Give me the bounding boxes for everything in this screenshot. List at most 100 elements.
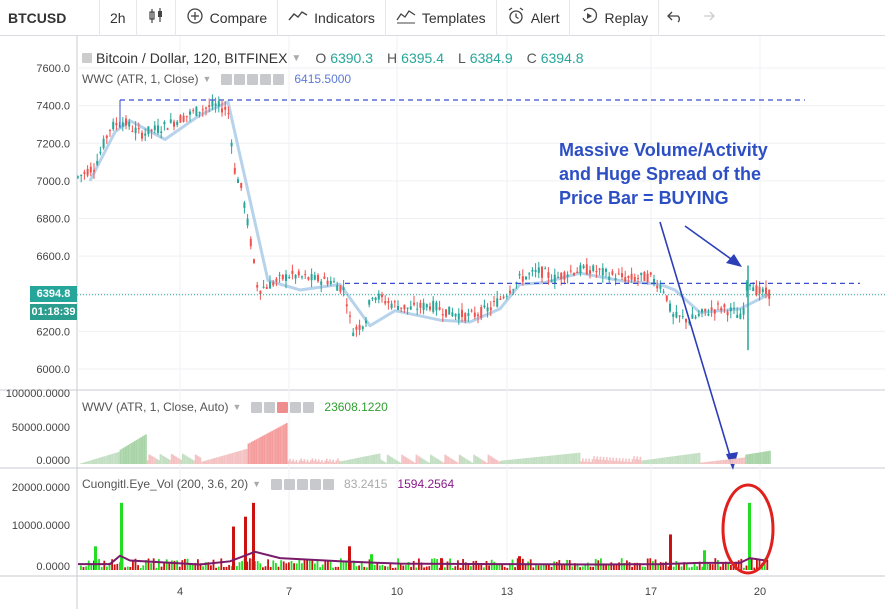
wwv-bar xyxy=(674,455,677,464)
wwv-bar xyxy=(430,454,432,464)
eye-vol-bar xyxy=(108,562,111,570)
wwv-bar xyxy=(663,457,666,464)
close-icon[interactable] xyxy=(310,478,322,490)
wwv-bar xyxy=(151,456,154,464)
eye-vol-bar xyxy=(342,561,345,570)
wwv-bar xyxy=(185,455,187,464)
wwv-bar xyxy=(183,454,186,464)
candle-body xyxy=(637,278,639,280)
eye-vol-bar xyxy=(701,566,704,570)
eye-vol-bar xyxy=(129,566,132,570)
wwv-bar xyxy=(678,455,680,464)
wwv-bar xyxy=(551,455,554,464)
eye-vol-bar xyxy=(737,560,740,570)
collapse-icon[interactable] xyxy=(82,53,92,63)
replay-button[interactable]: Replay xyxy=(570,0,660,36)
legend-buttons xyxy=(251,401,315,413)
wwv-bar xyxy=(289,458,291,464)
candle-body xyxy=(307,277,310,280)
wwv-bar xyxy=(388,455,390,464)
wwv-bar xyxy=(97,458,99,464)
candle-body xyxy=(752,287,755,292)
more-icon[interactable] xyxy=(303,401,315,413)
candle-body xyxy=(121,122,124,127)
templates-button[interactable]: Templates xyxy=(386,0,497,36)
source-icon[interactable] xyxy=(277,401,289,413)
eye-vol-bar xyxy=(272,560,275,570)
undo-button[interactable] xyxy=(659,0,691,36)
candle-body xyxy=(435,302,438,311)
wwv-bar xyxy=(452,459,454,464)
wwv-bar xyxy=(105,455,107,464)
wwv-bar xyxy=(588,458,590,464)
legend-buttons xyxy=(221,73,285,85)
low-label: L xyxy=(457,50,466,66)
candle-body xyxy=(342,287,345,290)
wwv-bar xyxy=(465,458,467,464)
close-icon[interactable] xyxy=(260,73,272,85)
candle-body xyxy=(710,307,713,311)
wwv-bar xyxy=(386,454,389,464)
wwv-tick-label: 50000.0000 xyxy=(12,422,70,434)
chart-canvas[interactable]: 7600.0 7400.0 7200.0 7000.0 6800.0 6600.0 6200… xyxy=(0,36,885,609)
candle-body xyxy=(701,309,703,313)
candle-body xyxy=(438,307,441,310)
chart-type-button[interactable] xyxy=(137,0,176,36)
eye-vol-bar xyxy=(321,564,324,570)
eye-icon[interactable] xyxy=(271,478,283,490)
chart-annotation: Massive Volume/Activity and Huge Spread … xyxy=(559,138,799,210)
candle-body xyxy=(224,106,227,110)
compare-button[interactable]: Compare xyxy=(176,0,279,36)
redo-button[interactable] xyxy=(691,0,723,36)
candle-body xyxy=(665,295,668,301)
wwv-bar xyxy=(318,459,320,464)
chevron-down-icon[interactable]: ▼ xyxy=(252,479,262,489)
more-icon[interactable] xyxy=(273,73,285,85)
settings-icon[interactable] xyxy=(264,401,276,413)
candle-body xyxy=(461,309,463,318)
more-icon[interactable] xyxy=(323,478,335,490)
indicators-label: Indicators xyxy=(314,9,375,26)
eye-icon[interactable] xyxy=(251,401,263,413)
candle-body xyxy=(169,119,172,123)
wwv-bar xyxy=(228,453,230,464)
eye-vol-bar xyxy=(472,561,475,570)
symbol-search[interactable]: BTCUSD xyxy=(0,0,100,36)
wwv-bar xyxy=(572,453,574,464)
eye-vol-bar xyxy=(574,563,576,570)
source-icon[interactable] xyxy=(247,73,259,85)
wwv-bar xyxy=(190,458,192,464)
wwv-bar xyxy=(353,458,355,464)
candle-body xyxy=(374,297,377,301)
candle-body xyxy=(598,268,601,270)
candle-body xyxy=(368,300,371,305)
eye-icon[interactable] xyxy=(221,73,233,85)
candle-body xyxy=(544,268,547,270)
candle-body xyxy=(630,273,633,280)
chevron-down-icon[interactable]: ▼ xyxy=(232,402,242,412)
candle-body xyxy=(157,125,159,133)
close-icon[interactable] xyxy=(290,401,302,413)
eye-vol-spike xyxy=(703,550,706,570)
chevron-down-icon[interactable]: ▼ xyxy=(291,52,302,64)
wwv-bar xyxy=(586,461,589,464)
eye-vol-bar xyxy=(301,563,303,570)
wwv-bar xyxy=(598,459,600,464)
wwv-bar xyxy=(471,462,474,464)
chevron-down-icon[interactable]: ▼ xyxy=(202,74,212,84)
open-value: 6390.3 xyxy=(330,50,374,66)
source-icon[interactable] xyxy=(297,478,309,490)
alert-button[interactable]: Alert xyxy=(497,0,571,36)
indicators-button[interactable]: Indicators xyxy=(278,0,386,36)
settings-icon[interactable] xyxy=(234,73,246,85)
candle-body xyxy=(217,101,220,107)
time-tick-label: 13 xyxy=(501,586,513,598)
wwv-bar xyxy=(698,452,701,464)
wwv-bar xyxy=(466,459,469,464)
interval-button[interactable]: 2h xyxy=(100,0,137,36)
wwv-bar xyxy=(134,441,136,464)
wwv-bar xyxy=(366,456,368,464)
wwv-bar xyxy=(423,459,426,464)
wwv-bar xyxy=(401,454,403,464)
settings-icon[interactable] xyxy=(284,478,296,490)
